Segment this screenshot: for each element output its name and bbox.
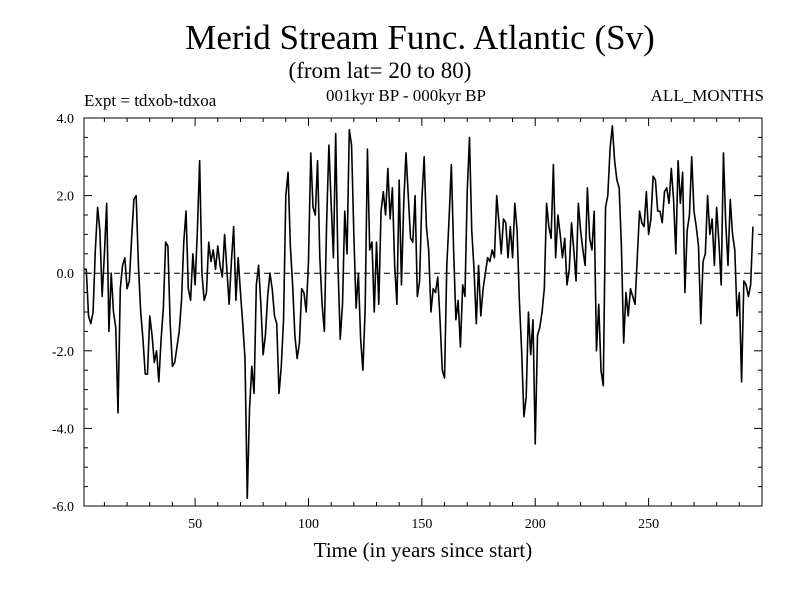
months-label: ALL_MONTHS — [650, 86, 764, 105]
chart-title: Merid Stream Func. Atlantic (Sv) — [185, 18, 655, 57]
x-tick-label: 150 — [411, 517, 432, 532]
chart-subtitle: (from lat= 20 to 80) — [288, 58, 472, 83]
y-tick-label: 0.0 — [57, 267, 75, 282]
x-tick-label: 200 — [525, 517, 546, 532]
experiment-label: Expt = tdxob-tdxoa — [84, 91, 217, 110]
x-tick-label: 250 — [638, 517, 659, 532]
y-tick-label: -2.0 — [52, 345, 74, 360]
x-axis-label: Time (in years since start) — [313, 538, 533, 562]
x-tick-label: 100 — [298, 517, 319, 532]
y-tick-label: 2.0 — [57, 190, 75, 205]
series-line — [84, 124, 754, 500]
x-tick-label: 50 — [188, 517, 202, 532]
y-tick-label: -6.0 — [52, 500, 74, 515]
y-tick-label: 4.0 — [57, 112, 75, 127]
y-tick-label: -4.0 — [52, 422, 74, 437]
period-label: 001kyr BP - 000kyr BP — [326, 86, 486, 105]
